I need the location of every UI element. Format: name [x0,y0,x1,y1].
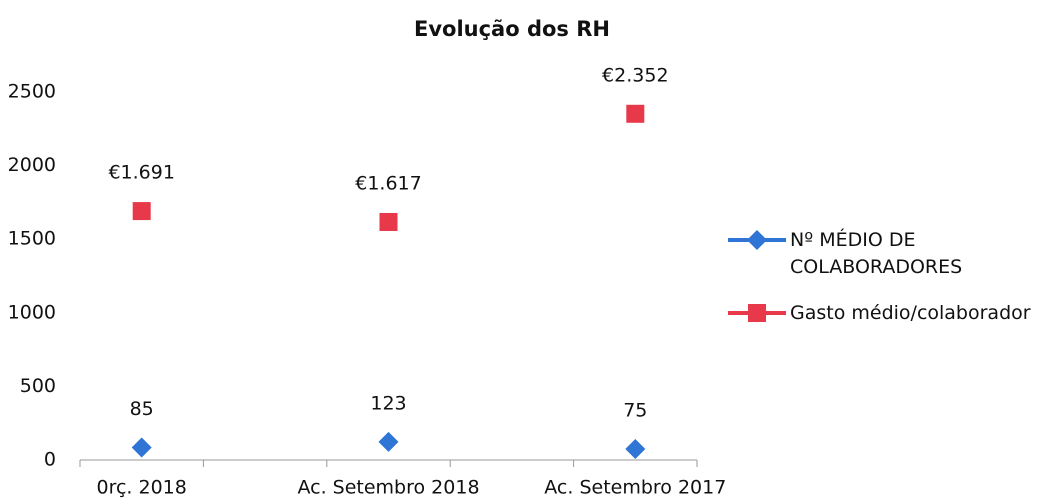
point [379,212,398,231]
data-label: 123 [370,392,406,414]
y-tick-label: 0 [44,449,56,471]
data-label: €1.617 [355,172,421,194]
data-label: 85 [130,398,154,420]
point [625,438,646,459]
point [131,437,152,458]
y-tick-label: 2000 [8,154,56,176]
x-tick-label: Ac. Setembro 2017 [544,477,726,499]
data-label: 75 [623,399,647,421]
y-tick-label: 1500 [8,228,56,250]
chart-title: Evolução dos RH [414,17,610,41]
data-label: €2.352 [602,64,668,86]
y-tick-label: 2500 [8,81,56,103]
x-tick-label: 0rç. 2018 [97,477,187,499]
legend-label: Gasto médio/colaborador [790,302,1031,324]
x-tick-label: Ac. Setembro 2018 [297,477,479,499]
point [378,431,399,452]
legend-marker [747,230,767,250]
point [626,104,645,123]
legend-label: Nº MÉDIO DE COLABORADORES [790,229,963,278]
y-tick-label: 500 [20,375,56,397]
legend-marker [748,304,766,322]
y-tick-label: 1000 [8,301,56,323]
data-label: €1.691 [108,162,174,184]
point [132,202,151,221]
